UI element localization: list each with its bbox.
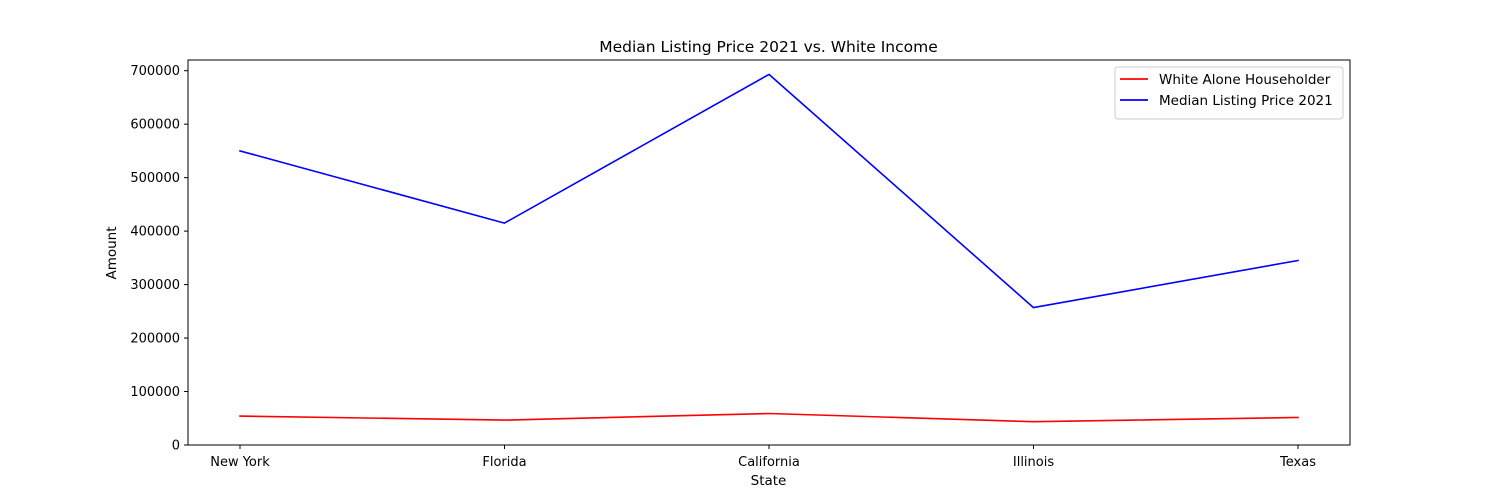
x-axis-label: State bbox=[751, 473, 787, 489]
y-axis-label: Amount bbox=[104, 226, 120, 279]
y-tick-label: 400000 bbox=[130, 225, 180, 240]
legend-label: White Alone Householder bbox=[1159, 72, 1331, 88]
x-tick-label: Florida bbox=[482, 455, 526, 470]
series-line-1 bbox=[239, 412, 1299, 423]
x-tick-label: Texas bbox=[1279, 455, 1316, 470]
chart-title: Median Listing Price 2021 vs. White Inco… bbox=[599, 38, 938, 56]
y-tick-label: 0 bbox=[172, 439, 180, 454]
x-tick-label: New York bbox=[210, 455, 270, 470]
x-tick-label: California bbox=[738, 455, 800, 470]
y-tick-label: 300000 bbox=[130, 278, 180, 293]
y-tick-label: 100000 bbox=[130, 385, 180, 400]
y-tick-label: 500000 bbox=[130, 171, 180, 186]
y-tick-label: 200000 bbox=[130, 332, 180, 347]
y-tick-label: 700000 bbox=[130, 64, 180, 79]
plot-area: 0 100000 200000 300000 400000 500000 600000 700… bbox=[130, 59, 1351, 470]
y-tick-label: 600000 bbox=[130, 118, 180, 133]
x-tick-label: Illinois bbox=[1013, 455, 1054, 470]
legend-box bbox=[1114, 66, 1344, 120]
legend-label: Median Listing Price 2021 bbox=[1159, 93, 1333, 109]
series-line-2 bbox=[239, 73, 1299, 309]
legend: White Alone Householder Median Listing Pr… bbox=[1114, 66, 1344, 120]
